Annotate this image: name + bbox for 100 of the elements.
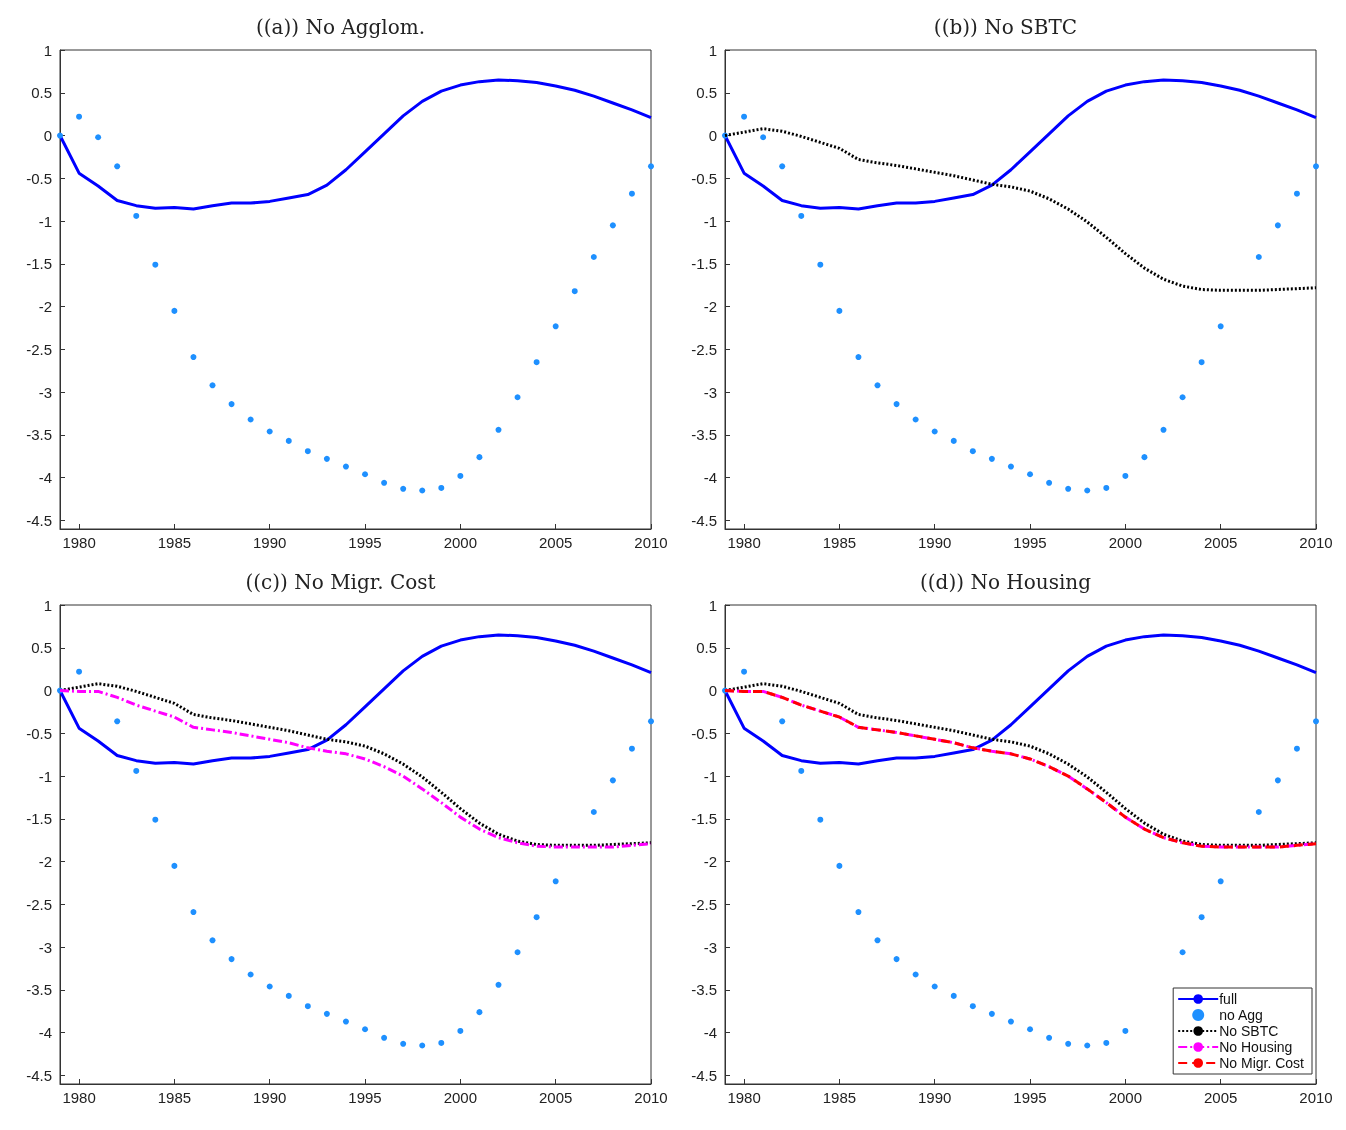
point xyxy=(1065,1040,1072,1047)
y-tick-label: -1 xyxy=(38,767,52,785)
chart-title: ((c)) No Migr. Cost xyxy=(245,570,436,594)
point xyxy=(1160,426,1167,433)
y-tick-label: 1 xyxy=(43,596,52,614)
point xyxy=(741,113,748,120)
x-tick-label: 2005 xyxy=(538,534,573,551)
y-tick-label: -4 xyxy=(703,1024,717,1042)
x-tick-label: 1995 xyxy=(348,1089,382,1106)
y-tick-label: 1 xyxy=(708,596,717,614)
point xyxy=(1198,359,1205,366)
point xyxy=(1274,222,1281,229)
point xyxy=(285,992,292,999)
point xyxy=(817,816,824,823)
point xyxy=(855,909,862,916)
point xyxy=(438,1039,445,1046)
point xyxy=(1122,1027,1129,1034)
legend-label: No SBTC xyxy=(1219,1023,1279,1039)
point xyxy=(381,1034,388,1041)
y-tick-label: -1 xyxy=(38,212,52,230)
point xyxy=(1084,1042,1091,1049)
y-tick-label: -1.5 xyxy=(691,810,717,828)
point xyxy=(609,222,616,229)
point xyxy=(76,113,83,120)
x-tick-label: 2010 xyxy=(1299,534,1333,551)
point xyxy=(247,971,254,978)
point xyxy=(1274,777,1281,784)
point xyxy=(1293,190,1300,197)
x-tick-label: 2005 xyxy=(1203,1089,1238,1106)
point xyxy=(1255,254,1262,260)
point xyxy=(628,745,635,752)
point xyxy=(1122,472,1129,479)
y-tick-label: -1.5 xyxy=(691,255,717,273)
y-tick-label: -2 xyxy=(38,853,52,871)
point xyxy=(533,359,540,366)
x-tick-label: 2000 xyxy=(443,1089,478,1106)
point xyxy=(741,668,748,675)
point xyxy=(171,307,178,314)
y-tick-label: -2.5 xyxy=(691,895,717,913)
x-tick-label: 1985 xyxy=(822,534,857,551)
point xyxy=(628,190,635,197)
y-tick-label: -4.5 xyxy=(26,511,52,529)
point xyxy=(342,463,349,470)
y-tick-label: -0.5 xyxy=(691,169,717,187)
y-tick-label: -1.5 xyxy=(26,255,52,273)
x-tick-label: 2010 xyxy=(634,1089,668,1106)
point xyxy=(228,401,235,408)
point xyxy=(190,354,197,361)
point xyxy=(1141,454,1148,461)
y-tick-label: -2 xyxy=(703,298,717,316)
y-tick-label: 1 xyxy=(708,41,717,59)
point xyxy=(779,718,786,725)
y-tick-label: -3 xyxy=(38,938,52,956)
point xyxy=(133,212,140,219)
point xyxy=(304,1003,311,1010)
x-tick-label: 1985 xyxy=(157,534,192,551)
line-series xyxy=(723,78,1318,211)
point xyxy=(190,909,197,916)
y-tick-label: -3.5 xyxy=(691,426,717,444)
y-tick-label: -4 xyxy=(38,469,52,487)
point xyxy=(95,134,102,141)
point xyxy=(514,949,521,956)
y-tick-label: -4.5 xyxy=(26,1066,52,1084)
y-tick-label: -4 xyxy=(703,469,717,487)
y-tick-label: -2.5 xyxy=(26,895,52,913)
point xyxy=(590,254,597,260)
y-tick-label: -2 xyxy=(38,298,52,316)
y-tick-label: -4 xyxy=(38,1024,52,1042)
point xyxy=(419,1042,426,1049)
y-tick-label: 0.5 xyxy=(31,639,52,657)
point xyxy=(950,992,957,999)
point xyxy=(1293,745,1300,752)
point xyxy=(609,777,616,784)
y-tick-label: -3.5 xyxy=(26,981,52,999)
point xyxy=(323,1010,330,1017)
point xyxy=(400,485,407,492)
y-tick-label: -3.5 xyxy=(26,426,52,444)
point xyxy=(228,956,235,963)
line-series xyxy=(723,633,1318,766)
point xyxy=(874,382,881,389)
point xyxy=(495,426,502,433)
point xyxy=(1179,394,1186,401)
point xyxy=(1007,463,1014,470)
point xyxy=(1103,1039,1110,1046)
x-tick-label: 1980 xyxy=(62,534,96,551)
point xyxy=(969,1003,976,1010)
point xyxy=(855,354,862,361)
y-tick-label: 0.5 xyxy=(696,639,717,657)
line-series xyxy=(723,127,1318,292)
y-tick-label: -3.5 xyxy=(691,981,717,999)
line-series xyxy=(58,633,653,766)
point xyxy=(152,261,159,268)
point xyxy=(893,956,900,963)
point xyxy=(1217,878,1224,885)
x-tick-label: 2005 xyxy=(1203,534,1238,551)
point xyxy=(495,981,502,988)
y-tick-label: 0.5 xyxy=(31,84,52,102)
point xyxy=(533,914,540,921)
x-tick-label: 2000 xyxy=(443,534,478,551)
x-tick-label: 1980 xyxy=(62,1089,96,1106)
